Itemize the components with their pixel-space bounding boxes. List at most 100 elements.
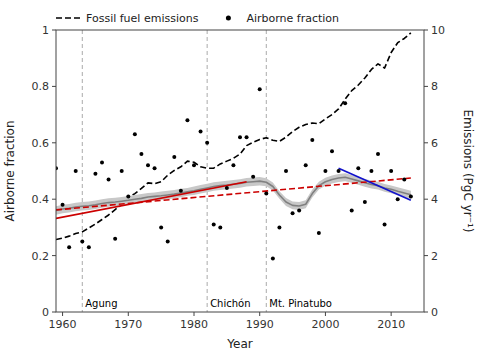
- y-tick-label: 0.8: [32, 80, 50, 93]
- x-axis-label: Year: [226, 337, 252, 351]
- scatter-point: [139, 152, 143, 156]
- y-tick-label: 1: [42, 24, 49, 37]
- annotation-label: Agung: [85, 298, 117, 309]
- y2-axis-label: Emissions (PgC yr⁻¹): [461, 109, 475, 232]
- scatter-point: [350, 208, 354, 212]
- y2-tick-label: 4: [431, 193, 438, 206]
- annotation-label: Chichón: [210, 298, 250, 309]
- y2-tick-label: 6: [431, 137, 438, 150]
- scatter-point: [343, 101, 347, 105]
- scatter-point: [251, 175, 255, 179]
- scatter-point: [74, 169, 78, 173]
- x-tick-label: 1980: [180, 318, 208, 331]
- scatter-point: [159, 225, 163, 229]
- scatter-point: [87, 245, 91, 249]
- scatter-point: [376, 152, 380, 156]
- scatter-point: [126, 194, 130, 198]
- chart: 19601970198019902000201000.20.40.60.8102…: [0, 0, 480, 356]
- y2-tick: [424, 312, 428, 313]
- legend-label: Fossil fuel emissions: [86, 12, 199, 25]
- scatter-point: [297, 208, 301, 212]
- x-tick: [325, 312, 326, 316]
- annotation-line: [207, 30, 208, 312]
- y2-tick: [424, 199, 428, 200]
- scatter-point: [80, 240, 84, 244]
- scatter-point: [107, 177, 111, 181]
- y-tick-label: 0.4: [32, 193, 50, 206]
- scatter-point: [192, 163, 196, 167]
- y-tick: [52, 30, 56, 31]
- x-tick: [259, 312, 260, 316]
- plot-area: [56, 30, 413, 312]
- scatter-point: [396, 197, 400, 201]
- x-tick: [391, 312, 392, 316]
- y-tick: [52, 86, 56, 87]
- scatter-point: [363, 200, 367, 204]
- scatter-point: [225, 186, 229, 190]
- scatter-point: [153, 166, 157, 170]
- y2-tick: [424, 142, 428, 143]
- scatter-point: [284, 169, 288, 173]
- legend-label: Airborne fraction: [246, 12, 339, 25]
- scatter-point: [323, 169, 327, 173]
- series-line: [56, 178, 411, 210]
- scatter-point: [245, 135, 249, 139]
- scatter-point: [337, 169, 341, 173]
- scatter-point: [383, 223, 387, 227]
- y-axis-label: Airborne fraction: [3, 120, 17, 221]
- scatter-point: [291, 211, 295, 215]
- scatter-point: [258, 87, 262, 91]
- scatter-point: [67, 245, 71, 249]
- y2-tick-label: 0: [431, 306, 438, 319]
- scatter-point: [231, 163, 235, 167]
- x-tick: [128, 312, 129, 316]
- y-tick-label: 0.6: [32, 137, 50, 150]
- x-tick: [62, 312, 63, 316]
- legend: Fossil fuel emissions Airborne fraction: [56, 12, 339, 25]
- x-tick-label: 1990: [246, 318, 274, 331]
- series-line: [56, 177, 411, 210]
- y2-tick-label: 10: [431, 24, 445, 37]
- x-tick-label: 2000: [311, 318, 339, 331]
- y2-tick-label: 2: [431, 250, 438, 263]
- annotation-label: Mt. Pinatubo: [269, 298, 332, 309]
- scatter-point: [330, 149, 334, 153]
- scatter-point: [317, 231, 321, 235]
- scatter-point: [185, 118, 189, 122]
- scatter-point: [61, 203, 65, 207]
- y-tick: [52, 255, 56, 256]
- scatter-point: [212, 223, 216, 227]
- scatter-point: [271, 256, 275, 260]
- axes: 19601970198019902000201000.20.40.60.8102…: [32, 24, 446, 331]
- scatter-point: [264, 192, 268, 196]
- scatter-point: [120, 169, 124, 173]
- y-tick: [52, 199, 56, 200]
- y-tick: [52, 312, 56, 313]
- scatter-series: [56, 87, 413, 260]
- scatter-point: [277, 225, 281, 229]
- legend-swatch: [56, 17, 80, 19]
- legend-item: Fossil fuel emissions: [56, 12, 199, 25]
- scatter-point: [205, 141, 209, 145]
- x-tick-label: 1970: [114, 318, 142, 331]
- plot-frame: [56, 30, 424, 312]
- scatter-point: [238, 135, 242, 139]
- legend-swatch: [226, 16, 231, 21]
- series-line: [56, 33, 411, 240]
- scatter-point: [402, 177, 406, 181]
- scatter-point: [113, 237, 117, 241]
- scatter-point: [409, 194, 413, 198]
- y-tick-label: 0: [42, 306, 49, 319]
- series-line: [56, 182, 247, 219]
- scatter-point: [218, 225, 222, 229]
- scatter-point: [389, 169, 393, 173]
- legend-item: Airborne fraction: [226, 12, 339, 25]
- y-tick: [52, 142, 56, 143]
- scatter-point: [146, 163, 150, 167]
- scatter-point: [369, 169, 373, 173]
- x-tick-label: 1960: [49, 318, 77, 331]
- scatter-point: [93, 172, 97, 176]
- annotation-line: [82, 30, 83, 312]
- x-tick-label: 2010: [377, 318, 405, 331]
- scatter-point: [166, 240, 170, 244]
